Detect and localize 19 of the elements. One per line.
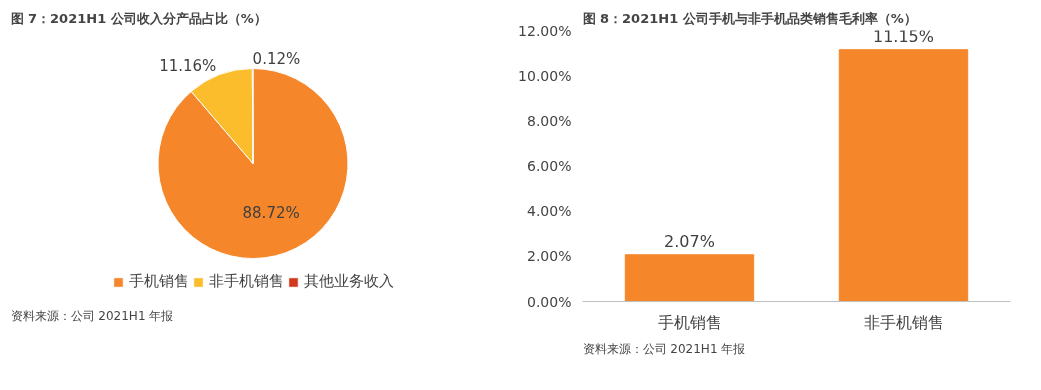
chart-title: 图 8：2021H1 公司手机与非手机品类销售毛利率（%） — [582, 10, 917, 26]
data-label: 11.16% — [159, 56, 217, 75]
y-tick-label: 4.00% — [527, 203, 572, 220]
legend-label: 非手机销售 — [208, 272, 284, 291]
y-tick-label: 2.00% — [527, 248, 572, 265]
chart-title: 图 7：2021H1 公司收入分产品占比（%） — [10, 10, 267, 26]
data-label: 11.15% — [873, 26, 935, 46]
legend-label: 手机销售 — [128, 272, 189, 291]
text: 资料来源：公司 2021H1 年报 — [582, 341, 746, 356]
y-tick-label: 10.00% — [518, 67, 572, 84]
data-label: 88.72% — [242, 203, 300, 222]
legend-label: 其他业务收入 — [303, 272, 394, 291]
data-label: 0.12% — [252, 50, 301, 69]
y-tick-label: 0.00% — [527, 293, 572, 310]
data-label: 2.07% — [664, 231, 715, 251]
text: 资料来源：公司 2021H1 年报 — [10, 308, 174, 323]
y-tick-label: 8.00% — [527, 112, 572, 129]
y-tick-label: 6.00% — [527, 158, 572, 174]
y-tick-label: 12.00% — [518, 22, 572, 39]
